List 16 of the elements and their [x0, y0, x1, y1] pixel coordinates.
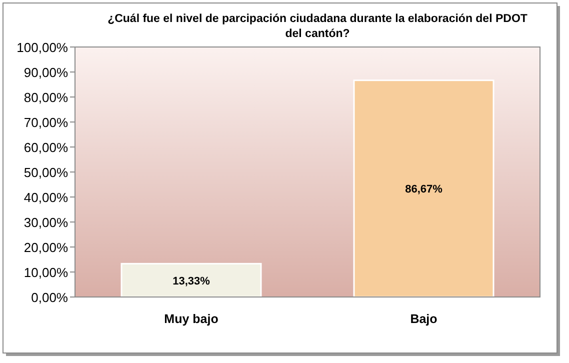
- x-tick-label: Muy bajo: [164, 312, 219, 326]
- y-tick-label: 50,00%: [24, 165, 68, 180]
- y-tick-label: 10,00%: [24, 265, 68, 280]
- y-tick-label: 70,00%: [24, 115, 68, 130]
- y-tick-label: 0,00%: [31, 290, 68, 305]
- y-tick-label: 100,00%: [16, 40, 68, 55]
- y-tick-label: 90,00%: [24, 65, 68, 80]
- y-tick-label: 80,00%: [24, 90, 68, 105]
- y-tick-label: 30,00%: [24, 215, 68, 230]
- data-label: 86,67%: [405, 184, 443, 196]
- x-tick-label: Bajo: [410, 312, 438, 326]
- chart-title: ¿Cuál fue el nivel de parcipación ciudadana durante la elaboración del PDOT del cantón?: [108, 13, 528, 40]
- y-tick-label: 60,00%: [24, 140, 68, 155]
- y-tick-label: 40,00%: [24, 190, 68, 205]
- y-tick-label: 20,00%: [24, 240, 68, 255]
- data-label: 13,33%: [172, 275, 210, 288]
